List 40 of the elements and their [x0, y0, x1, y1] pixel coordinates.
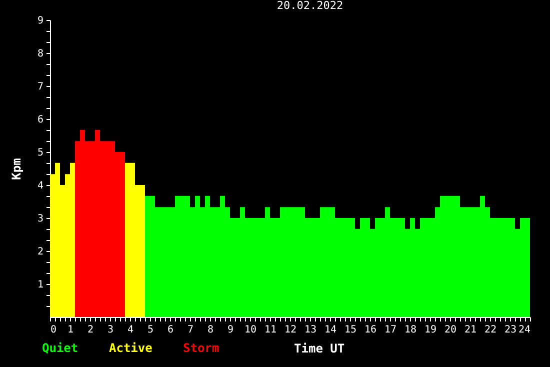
y-tick-label: 2 — [37, 246, 44, 258]
x-tick-label: 10 — [244, 324, 257, 336]
y-tick-label: 9 — [37, 16, 44, 26]
x-tick-label: 20 — [444, 324, 457, 336]
x-tick-label: 14 — [324, 324, 337, 336]
x-tick-label: 17 — [384, 324, 397, 336]
x-tick-label: 19 — [424, 324, 437, 336]
x-tick-label: 8 — [207, 324, 214, 336]
x-tick-label: 12 — [284, 324, 297, 336]
x-tick-label: 23 — [504, 324, 517, 336]
x-tick-label: 16 — [364, 324, 377, 336]
y-tick-label: 4 — [37, 180, 44, 192]
x-tick-label: 9 — [227, 324, 234, 336]
y-tick-label: 7 — [37, 82, 44, 92]
x-tick-label: 1 — [67, 324, 74, 336]
x-tick-label: 21 — [464, 324, 477, 336]
x-tick-label: 5 — [147, 324, 154, 336]
x-tick-label: 6 — [167, 324, 174, 336]
x-tick-label: 18 — [404, 324, 417, 336]
y-tick-label: 5 — [37, 148, 44, 158]
y-tick-label: 6 — [37, 114, 44, 126]
text: Storm — [183, 341, 220, 355]
chart-title: 20.02.2022 — [276, 0, 344, 12]
x-tick-label: 15 — [344, 324, 357, 336]
y-tick-label: 8 — [37, 48, 44, 60]
x-tick-label: 0 — [50, 324, 57, 336]
x-tick-label: 3 — [107, 324, 114, 336]
x-tick-label: 2 — [87, 324, 94, 336]
x-tick-label: 11 — [264, 324, 277, 336]
y-tick-label: 3 — [37, 214, 44, 224]
x-tick-label: 22 — [484, 324, 497, 336]
x-tick-label: 4 — [127, 324, 134, 336]
y-axis-title: Kpm — [9, 158, 24, 180]
x-axis-title: Time UT — [294, 342, 345, 356]
text: Active — [109, 341, 152, 355]
text: Quiet — [42, 341, 78, 355]
x-tick-label: 24 — [518, 324, 530, 336]
y-tick-label: 1 — [37, 280, 44, 290]
x-tick-label: 13 — [304, 324, 317, 336]
x-tick-label: 7 — [187, 324, 194, 336]
